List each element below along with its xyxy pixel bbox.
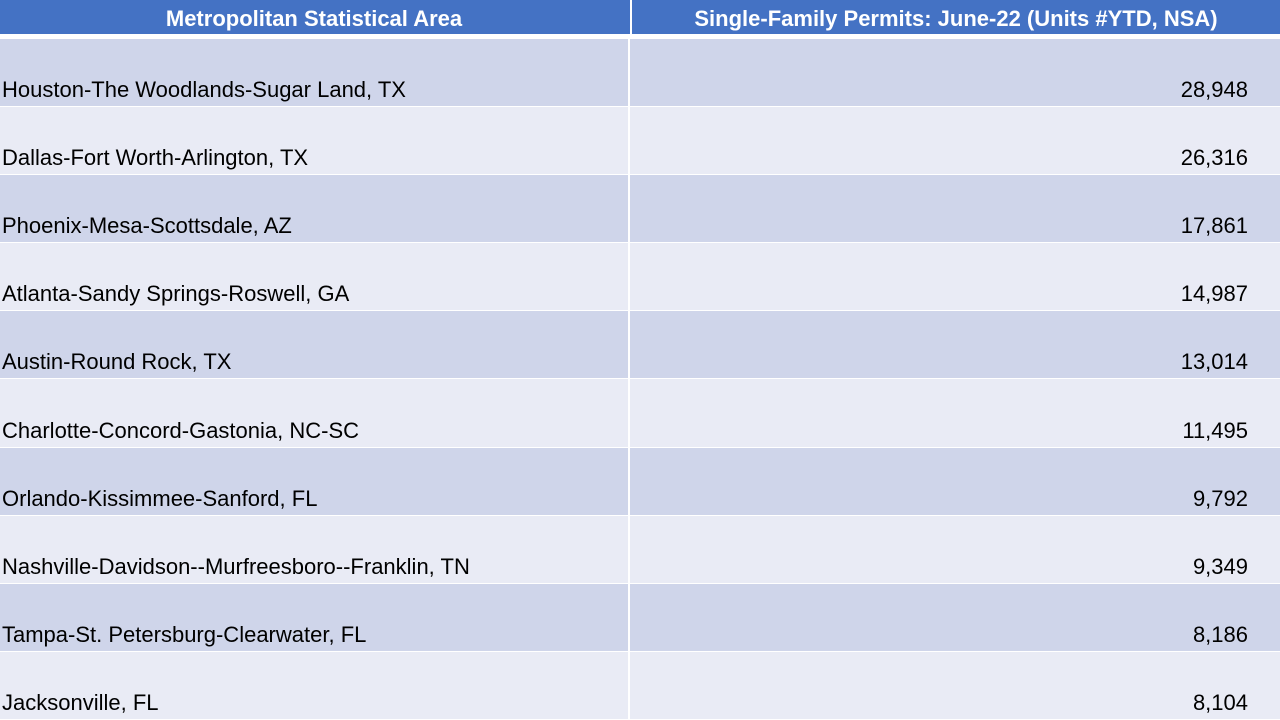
permits-cell: 13,014 (1180, 349, 1248, 375)
table-header: Metropolitan Statistical Area Single-Fam… (0, 0, 1280, 37)
table-row: Charlotte-Concord-Gastonia, NC-SC 11,495 (0, 379, 1280, 448)
metro-area-cell: Dallas-Fort Worth-Arlington, TX (2, 145, 309, 171)
permits-cell: 17,861 (1180, 213, 1248, 239)
permits-cell: 28,948 (1180, 77, 1248, 103)
metro-area-cell: Jacksonville, FL (2, 689, 159, 715)
metro-area-cell: Austin-Round Rock, TX (2, 349, 232, 375)
header-metro-area: Metropolitan Statistical Area (165, 6, 463, 31)
metro-area-cell: Charlotte-Concord-Gastonia, NC-SC (2, 417, 360, 443)
permits-cell: 8,104 (1192, 689, 1248, 715)
metro-area-cell: Nashville-Davidson--Murfreesboro--Frankl… (2, 553, 470, 579)
permits-cell: 8,186 (1192, 621, 1248, 647)
table-row: Houston-The Woodlands-Sugar Land, TX 28,… (0, 39, 1280, 108)
column-divider (628, 107, 630, 175)
table-row: Nashville-Davidson--Murfreesboro--Frankl… (0, 515, 1280, 584)
column-divider (628, 243, 630, 311)
table-row: Jacksonville, FL 8,104 (0, 651, 1280, 720)
table-row: Phoenix-Mesa-Scottsdale, AZ 17,861 (0, 175, 1280, 244)
table-row: Austin-Round Rock, TX 13,014 (0, 311, 1280, 380)
metro-area-cell: Orlando-Kissimmee-Sanford, FL (2, 485, 318, 511)
column-divider (628, 379, 630, 447)
metro-area-cell: Houston-The Woodlands-Sugar Land, TX (2, 77, 406, 103)
column-divider (628, 583, 630, 651)
permits-cell: 11,495 (1182, 417, 1248, 443)
table-body: Houston-The Woodlands-Sugar Land, TX 28,… (0, 39, 1280, 720)
column-divider (628, 651, 630, 719)
column-divider (628, 447, 630, 515)
column-divider (628, 39, 630, 107)
table-row: Dallas-Fort Worth-Arlington, TX 26,316 (0, 107, 1280, 176)
table-row: Orlando-Kissimmee-Sanford, FL 9,792 (0, 447, 1280, 516)
permits-cell: 9,349 (1192, 553, 1248, 579)
metro-area-cell: Tampa-St. Petersburg-Clearwater, FL (2, 621, 367, 647)
column-divider (628, 311, 630, 379)
permits-cell: 9,792 (1192, 485, 1248, 511)
table-row: Atlanta-Sandy Springs-Roswell, GA 14,987 (0, 243, 1280, 312)
permits-cell: 26,316 (1180, 145, 1248, 171)
metro-area-cell: Phoenix-Mesa-Scottsdale, AZ (2, 213, 292, 239)
column-divider (628, 515, 630, 583)
metro-area-cell: Atlanta-Sandy Springs-Roswell, GA (2, 281, 350, 307)
header-permits: Single-Family Permits: June-22 (Units #Y… (630, 0, 1280, 37)
table-row: Tampa-St. Petersburg-Clearwater, FL 8,18… (0, 583, 1280, 652)
permits-cell: 14,987 (1180, 281, 1248, 307)
column-divider (628, 175, 630, 243)
